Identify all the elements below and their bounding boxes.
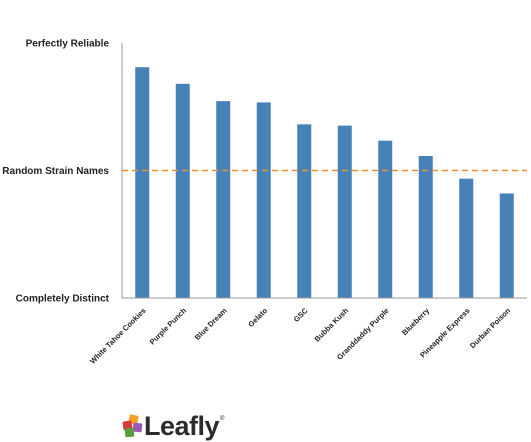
bar [459, 178, 474, 298]
bar [499, 193, 514, 298]
x-tick-label: White Tahoe Cookies [88, 306, 148, 366]
x-tick-label: Bubba Kush [313, 306, 351, 344]
x-tick-label: GSC [292, 306, 310, 324]
bar [256, 102, 271, 298]
x-tick-label: Purple Punch [148, 306, 189, 347]
x-tick-label: Gelato [246, 306, 269, 329]
bar [135, 67, 150, 298]
bar [418, 155, 433, 298]
bar-chart: Perfectly Reliable Random Strain Names Com… [2, 39, 527, 366]
x-tick-label: Blue Dream [193, 306, 229, 342]
y-tick-label: Perfectly Reliable [26, 39, 110, 50]
leafly-logo: Leafly ® [122, 410, 224, 442]
bar [175, 83, 190, 298]
y-axis-labels: Perfectly Reliable Random Strain Names Com… [2, 39, 109, 305]
y-tick-label: Completely Distinct [16, 294, 110, 305]
bars-group [135, 67, 514, 299]
bar [297, 124, 312, 298]
bar [378, 140, 393, 298]
logo-trademark: ® [220, 416, 225, 422]
leafly-logo-icon [122, 414, 143, 438]
logo-wordmark: Leafly [144, 410, 220, 441]
bar [216, 101, 231, 298]
bar [337, 125, 352, 299]
x-axis-labels: White Tahoe Cookies Purple Punch Blue Drea… [88, 305, 512, 365]
x-tick-label: Durban Poison [468, 306, 512, 350]
y-tick-label: Random Strain Names [2, 166, 109, 177]
x-tick-label: Blueberry [400, 305, 432, 337]
